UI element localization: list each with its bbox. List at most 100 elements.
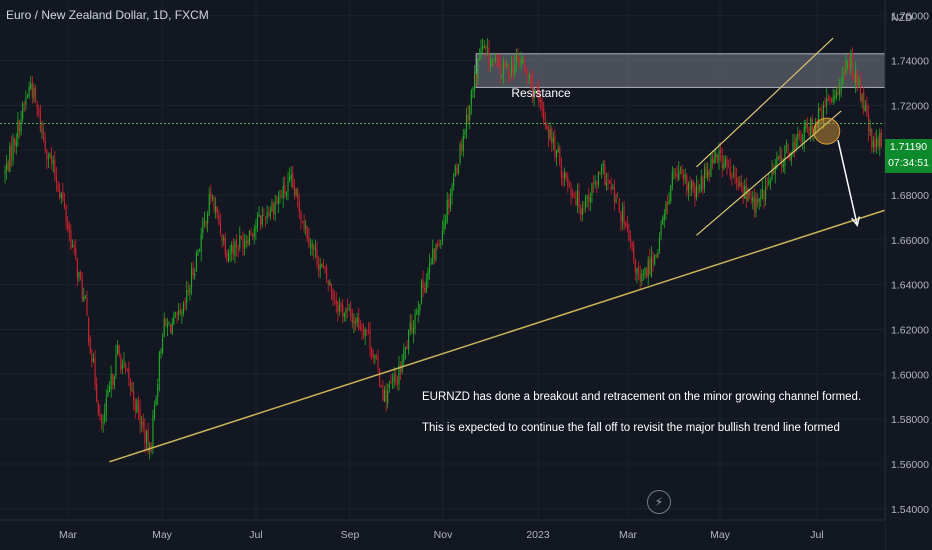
time-axis[interactable] bbox=[0, 520, 885, 550]
candle-body bbox=[219, 222, 222, 234]
candle-body bbox=[306, 226, 308, 239]
candle-body bbox=[750, 198, 752, 201]
candle-body bbox=[753, 196, 755, 212]
candle-body bbox=[57, 184, 59, 192]
candle-body bbox=[443, 222, 445, 230]
candle-body bbox=[379, 369, 381, 386]
candle-body bbox=[568, 185, 570, 188]
lightning-icon[interactable]: ⚡ bbox=[647, 490, 671, 514]
candle-body bbox=[519, 59, 521, 66]
candle-body bbox=[440, 242, 442, 244]
candle-body bbox=[485, 46, 487, 50]
x-tick-label: May bbox=[152, 529, 173, 541]
candle-body bbox=[311, 243, 313, 249]
candle-body bbox=[810, 118, 812, 135]
candle-body bbox=[510, 63, 513, 75]
candle-body bbox=[655, 254, 657, 257]
candle-body bbox=[250, 231, 252, 235]
candle-body bbox=[752, 197, 754, 202]
candle-body bbox=[663, 213, 665, 220]
candle-body bbox=[102, 422, 104, 424]
candle-body bbox=[104, 412, 106, 422]
candle-body bbox=[879, 133, 881, 148]
candle-body bbox=[800, 134, 802, 143]
candle-body bbox=[223, 238, 225, 241]
candle-body bbox=[689, 184, 691, 189]
candle-body bbox=[245, 240, 247, 243]
x-tick-label: Mar bbox=[59, 529, 78, 541]
candle-body bbox=[533, 94, 535, 99]
candle-body bbox=[319, 264, 321, 270]
candle-body bbox=[552, 137, 554, 143]
candle-body bbox=[416, 313, 418, 315]
candle-body bbox=[842, 70, 844, 84]
candle-body bbox=[876, 138, 878, 148]
candle-body bbox=[618, 198, 620, 213]
candle-body bbox=[649, 258, 651, 275]
candle-body bbox=[152, 415, 154, 449]
candle-body bbox=[350, 308, 352, 317]
candle-body bbox=[599, 172, 601, 174]
candle-body bbox=[199, 250, 201, 251]
candle-body bbox=[811, 118, 813, 134]
candle-body bbox=[200, 234, 202, 252]
candle-body bbox=[46, 150, 48, 160]
candle-body bbox=[567, 176, 569, 187]
candle-body bbox=[740, 182, 743, 187]
candle-body bbox=[871, 129, 873, 148]
candle-body bbox=[390, 382, 392, 384]
y-tick-label: 1.64000 bbox=[891, 280, 929, 292]
y-tick-label: 1.74000 bbox=[891, 56, 929, 68]
candle-body bbox=[208, 193, 210, 215]
candle-body bbox=[179, 309, 181, 313]
candle-body bbox=[847, 60, 849, 62]
candle-body bbox=[787, 144, 789, 151]
candle-body bbox=[774, 165, 776, 175]
candle-body bbox=[713, 158, 715, 164]
candle-body bbox=[359, 327, 361, 330]
candle-body bbox=[174, 312, 177, 314]
candle-body bbox=[475, 73, 477, 81]
candle-body bbox=[89, 338, 91, 353]
candle-body bbox=[581, 207, 583, 215]
candle-body bbox=[547, 129, 550, 139]
candle-body bbox=[520, 60, 522, 65]
candle-body bbox=[382, 388, 384, 400]
candle-body bbox=[697, 187, 699, 191]
candle-body bbox=[711, 156, 714, 164]
candle-body bbox=[255, 226, 257, 231]
current-price-value: 1.71190 bbox=[889, 141, 928, 153]
projection-arrow bbox=[837, 139, 861, 227]
candle-body bbox=[478, 58, 480, 61]
candle-body bbox=[182, 302, 185, 314]
candle-body bbox=[123, 361, 125, 363]
candle-body bbox=[218, 214, 220, 225]
candle-body bbox=[462, 136, 464, 152]
candle-body bbox=[100, 415, 103, 424]
candle-body bbox=[625, 222, 627, 226]
candle-body bbox=[9, 145, 11, 172]
candle-body bbox=[806, 123, 808, 127]
candle-body bbox=[826, 98, 828, 106]
candle-body bbox=[329, 282, 331, 286]
candle-body bbox=[636, 267, 638, 275]
candle-body bbox=[610, 185, 612, 190]
candle-body bbox=[305, 224, 307, 228]
candle-body bbox=[247, 239, 249, 245]
candle-body bbox=[557, 148, 559, 153]
candle-body bbox=[75, 248, 77, 258]
candle-body bbox=[843, 71, 845, 75]
candle-body bbox=[641, 273, 643, 282]
candle-body bbox=[221, 234, 223, 242]
candle-body bbox=[120, 356, 122, 371]
candle-body bbox=[25, 97, 27, 105]
candle-body bbox=[277, 196, 279, 204]
candle-body bbox=[692, 181, 694, 187]
candle-body bbox=[464, 131, 466, 135]
price-axis[interactable] bbox=[885, 0, 932, 550]
candle-body bbox=[300, 212, 302, 221]
candle-body bbox=[427, 271, 429, 280]
candle-body bbox=[142, 421, 144, 428]
candle-body bbox=[785, 142, 788, 145]
